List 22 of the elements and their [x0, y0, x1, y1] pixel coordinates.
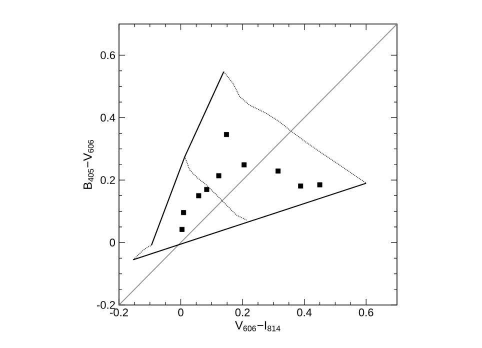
- y-axis-title: B$_{405}$−V$_{606}$: [84, 140, 94, 189]
- point: [180, 226, 185, 232]
- x-tick-label: 0.4: [297, 308, 312, 316]
- x-tick-label: 0: [178, 308, 184, 316]
- y-tick-label: 0: [110, 238, 116, 246]
- point: [242, 162, 247, 168]
- point: [181, 210, 186, 216]
- point: [298, 184, 304, 189]
- y-tick-label: -0.2: [97, 301, 115, 309]
- point: [196, 193, 202, 198]
- x-tick-label: -0.2: [110, 308, 128, 316]
- x-tick-label: 0.2: [235, 308, 250, 316]
- point: [204, 186, 210, 192]
- point: [224, 132, 229, 138]
- point: [276, 168, 281, 174]
- y-tick-label: 0.2: [100, 176, 115, 184]
- y-tick-label: 0.6: [100, 51, 115, 60]
- y-tick-label: 0.4: [100, 114, 116, 122]
- point: [317, 182, 322, 188]
- x-tick-label: 0.6: [358, 308, 374, 316]
- point: [216, 173, 222, 178]
- x-axis-title: V$_{606}$−I$_{814}$: [235, 321, 280, 332]
